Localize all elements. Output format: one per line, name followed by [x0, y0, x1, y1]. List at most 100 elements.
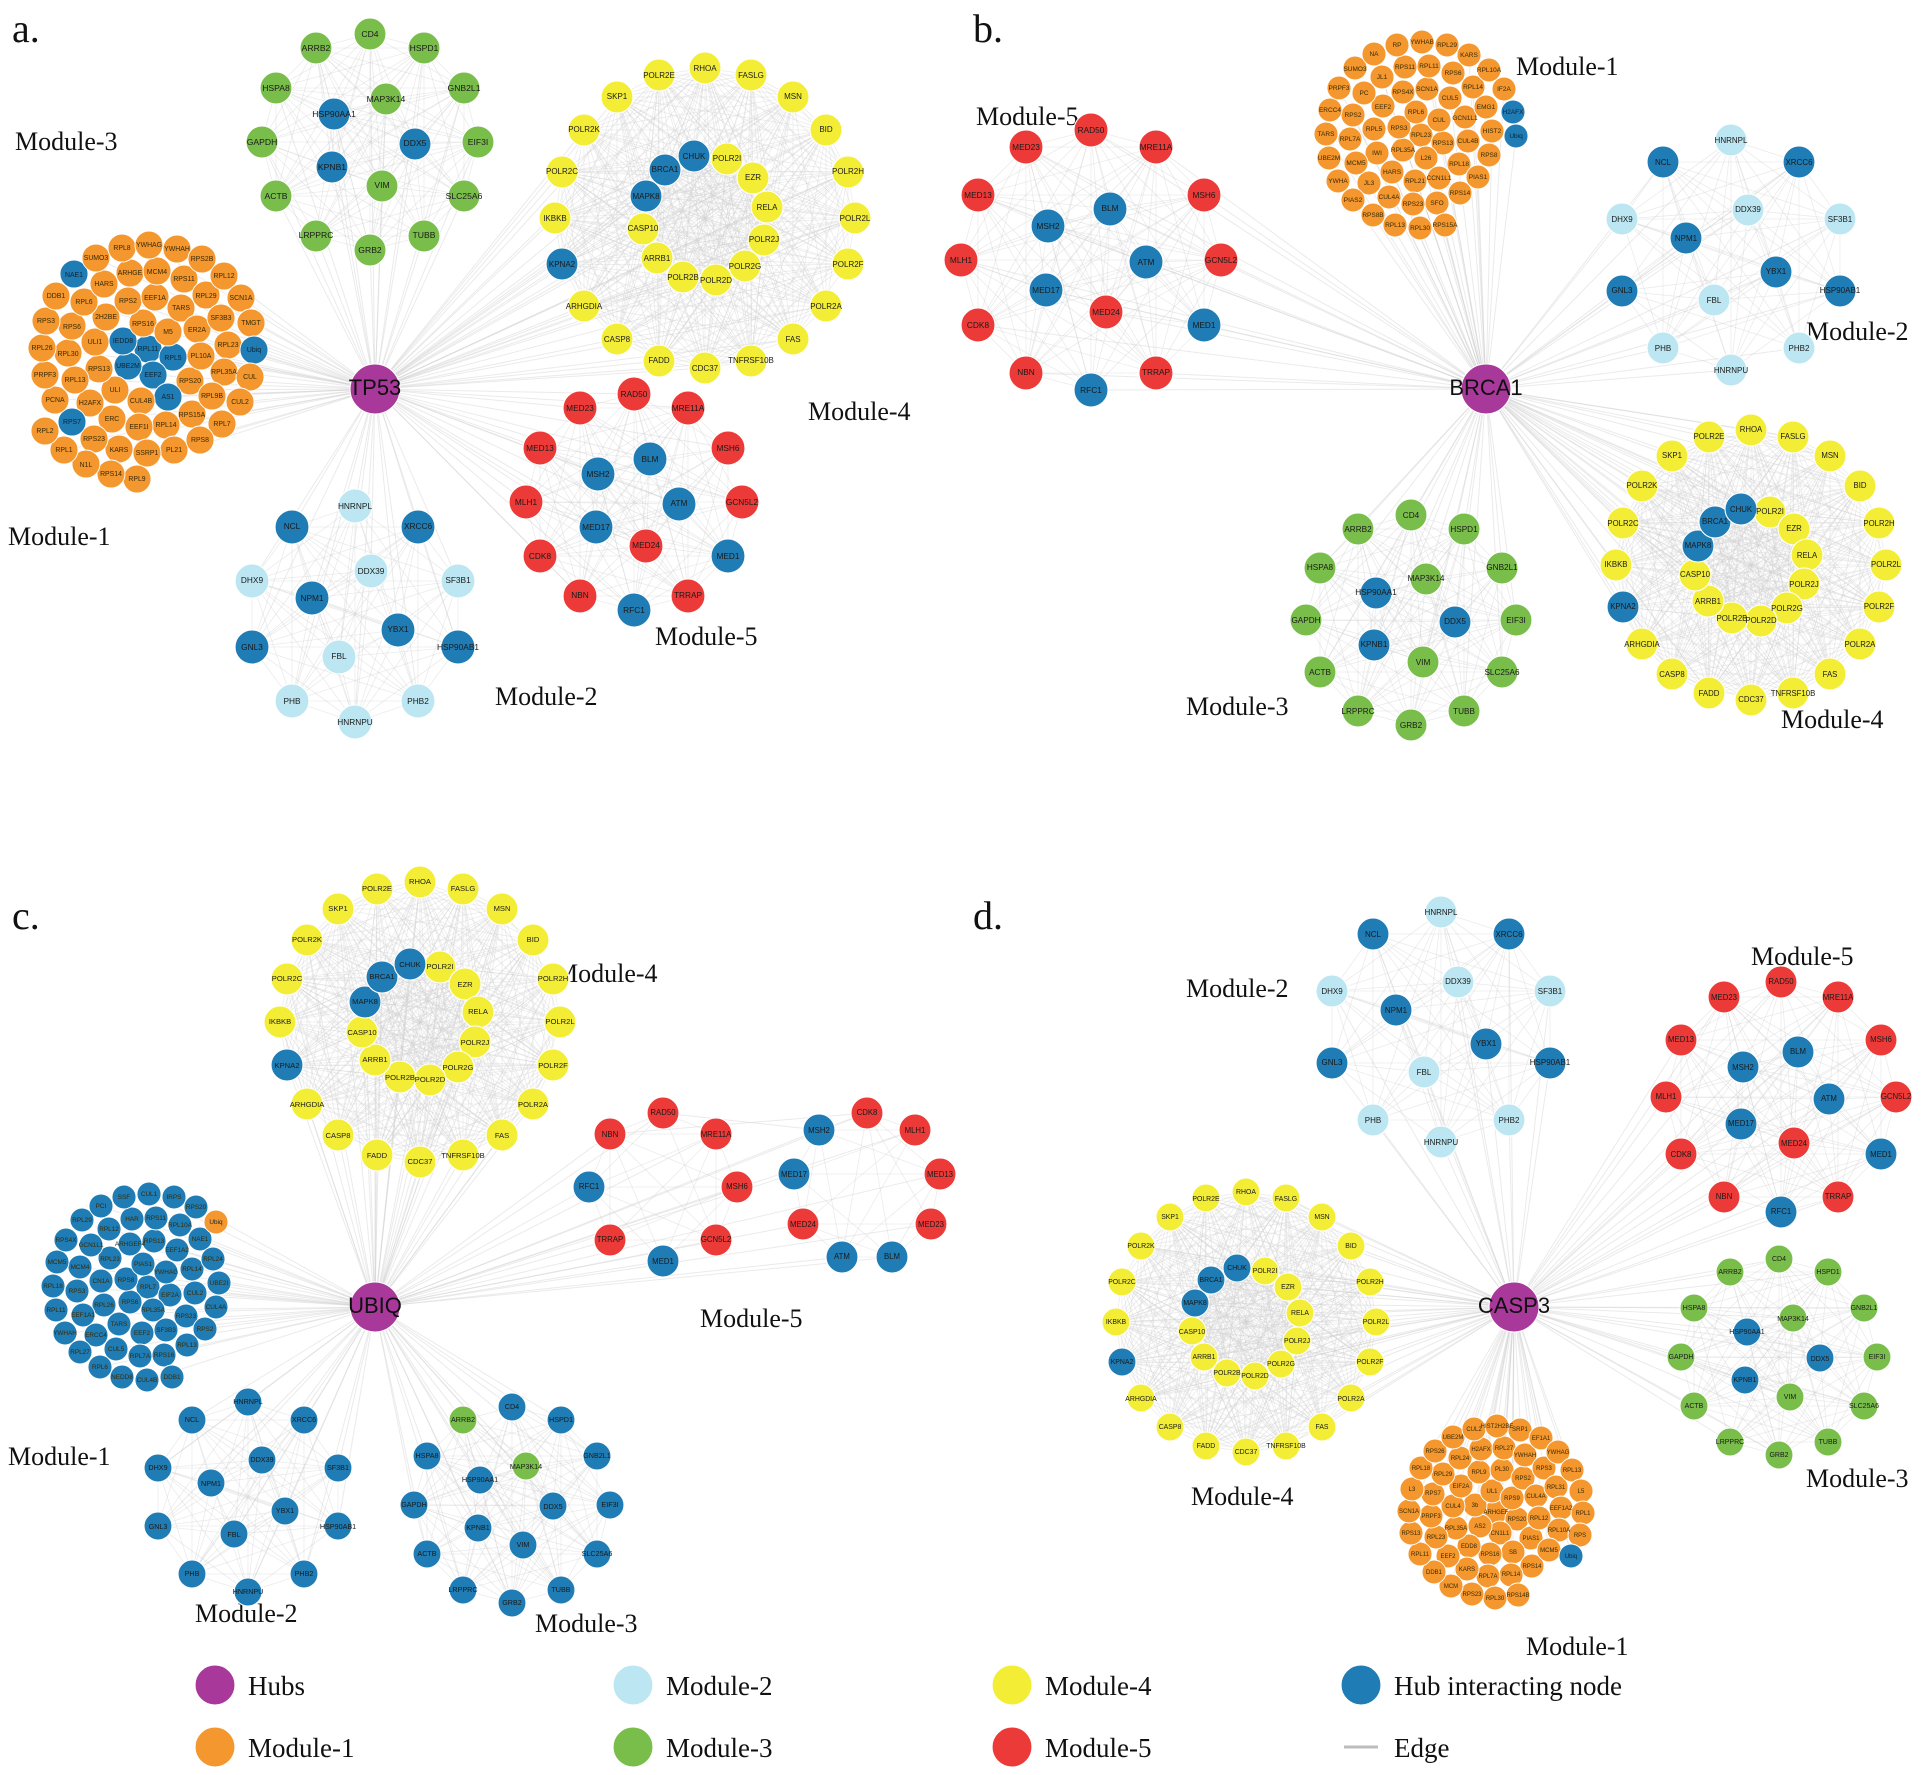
svg-text:RPL35A: RPL35A [141, 1307, 166, 1314]
svg-text:ERC: ERC [105, 416, 120, 423]
svg-text:Module-3: Module-3 [1806, 1464, 1909, 1493]
svg-text:2H2BE: 2H2BE [95, 314, 117, 321]
svg-text:SCN1A: SCN1A [230, 295, 253, 302]
svg-text:CN1L1: CN1L1 [1491, 1531, 1510, 1537]
svg-text:RPS16: RPS16 [132, 321, 154, 328]
svg-text:PHB: PHB [185, 1569, 200, 1578]
svg-text:RPS3: RPS3 [1536, 1466, 1552, 1472]
svg-text:GNL3: GNL3 [149, 1522, 168, 1531]
svg-text:ARHGE: ARHGE [118, 270, 143, 277]
svg-text:HNRNPU: HNRNPU [1714, 366, 1748, 375]
svg-text:RPS11: RPS11 [146, 1215, 166, 1222]
svg-text:POLR2I: POLR2I [1253, 1268, 1278, 1275]
svg-text:CDC37: CDC37 [408, 1157, 433, 1166]
svg-text:RPS20: RPS20 [186, 1204, 207, 1211]
svg-text:RPL24: RPL24 [1451, 1456, 1470, 1462]
svg-text:RFC1: RFC1 [1080, 385, 1102, 395]
svg-text:POLR2A: POLR2A [1845, 640, 1877, 649]
svg-text:SFO: SFO [1430, 200, 1443, 207]
svg-text:H2AFX: H2AFX [79, 400, 102, 407]
svg-text:DDX5: DDX5 [404, 138, 427, 148]
svg-text:EIF3I: EIF3I [1869, 1354, 1886, 1361]
svg-text:YWHAG: YWHAG [1547, 1450, 1570, 1456]
svg-text:Module-3: Module-3 [1186, 692, 1289, 721]
svg-text:RPL7A: RPL7A [130, 1353, 151, 1360]
svg-text:RPS16: RPS16 [154, 1352, 175, 1359]
svg-text:GAPDH: GAPDH [247, 137, 278, 147]
svg-text:MAPK8: MAPK8 [1685, 541, 1711, 550]
svg-text:MED1: MED1 [652, 1257, 674, 1266]
svg-text:RPL13: RPL13 [1385, 222, 1405, 229]
svg-text:CUL4B: CUL4B [130, 398, 153, 405]
svg-text:CDC37: CDC37 [1235, 1449, 1258, 1456]
svg-text:CDK8: CDK8 [857, 1108, 878, 1117]
svg-text:HSPD1: HSPD1 [1816, 1269, 1839, 1276]
svg-text:NBN: NBN [1716, 1192, 1732, 1201]
svg-text:Module-3: Module-3 [535, 1609, 638, 1638]
svg-text:MLH1: MLH1 [950, 255, 973, 265]
svg-text:PRPF3: PRPF3 [34, 372, 56, 379]
svg-text:Module-1: Module-1 [8, 1442, 111, 1471]
svg-text:RPS4X: RPS4X [1392, 89, 1414, 96]
svg-text:RPS: RPS [1574, 1533, 1586, 1539]
svg-text:RPS13: RPS13 [1433, 140, 1454, 147]
svg-text:SF3B1: SF3B1 [1828, 215, 1853, 224]
svg-text:CUL1: CUL1 [141, 1191, 158, 1198]
svg-text:RPL12: RPL12 [213, 273, 234, 280]
svg-text:RPL6: RPL6 [92, 1364, 108, 1371]
svg-text:HIST2: HIST2 [1483, 128, 1502, 135]
svg-text:CASP3: CASP3 [1478, 1293, 1550, 1318]
svg-text:EIF3I: EIF3I [1506, 616, 1526, 625]
svg-text:POLR2D: POLR2D [700, 276, 732, 285]
svg-text:MED24: MED24 [632, 540, 660, 550]
svg-text:c.: c. [12, 893, 40, 938]
svg-text:RPL14: RPL14 [1502, 1572, 1521, 1578]
svg-text:RPL10A: RPL10A [1477, 67, 1502, 74]
svg-text:PHB2: PHB2 [1789, 344, 1810, 353]
svg-text:RPL31: RPL31 [1547, 1485, 1566, 1491]
svg-text:RPS14: RPS14 [1450, 190, 1471, 197]
svg-text:SUMO3: SUMO3 [1343, 66, 1367, 73]
svg-text:L5: L5 [1578, 1489, 1585, 1495]
svg-text:RPS11: RPS11 [1395, 64, 1415, 71]
svg-text:NCL: NCL [1365, 930, 1382, 939]
svg-text:HSP90AA1: HSP90AA1 [1355, 588, 1397, 597]
svg-text:RPL35A: RPL35A [211, 369, 237, 376]
svg-text:LRPPRC: LRPPRC [299, 230, 334, 240]
svg-text:DDX39: DDX39 [250, 1455, 273, 1464]
svg-text:PHB2: PHB2 [295, 1569, 314, 1578]
svg-text:SKP1: SKP1 [328, 904, 347, 913]
svg-text:M5: M5 [163, 329, 173, 336]
svg-text:RPL1: RPL1 [1575, 1511, 1591, 1517]
svg-text:ACTB: ACTB [417, 1549, 436, 1558]
svg-text:RPS14: RPS14 [1522, 1564, 1542, 1570]
svg-text:CCN1L1: CCN1L1 [1427, 175, 1452, 182]
svg-text:RPS2B: RPS2B [191, 256, 214, 263]
svg-text:POLR2K: POLR2K [292, 935, 322, 944]
svg-text:RELA: RELA [1797, 551, 1818, 560]
svg-text:RPL30: RPL30 [1410, 225, 1430, 232]
svg-text:MED1: MED1 [1192, 320, 1215, 330]
svg-text:RPL11: RPL11 [1419, 63, 1439, 70]
svg-text:BID: BID [1345, 1243, 1357, 1250]
svg-text:KPNB1: KPNB1 [1361, 640, 1388, 649]
svg-text:DDX39: DDX39 [1445, 977, 1471, 986]
svg-text:RPL14: RPL14 [155, 422, 176, 429]
svg-text:MSH6: MSH6 [1870, 1035, 1892, 1044]
svg-text:PHB: PHB [1655, 344, 1671, 353]
svg-text:YWHAG: YWHAG [154, 1269, 178, 1276]
svg-text:POLR2K: POLR2K [1627, 481, 1659, 490]
svg-text:XRCC6: XRCC6 [292, 1415, 316, 1424]
svg-text:RPL9: RPL9 [128, 476, 145, 483]
svg-text:BRCA1: BRCA1 [652, 165, 679, 174]
svg-text:Module-4: Module-4 [1045, 1671, 1152, 1701]
svg-text:MSH6: MSH6 [726, 1182, 748, 1191]
svg-text:SKP1: SKP1 [1662, 451, 1682, 460]
svg-text:GNB2L1: GNB2L1 [1851, 1305, 1878, 1312]
svg-text:MSH2: MSH2 [1036, 221, 1059, 231]
svg-text:CDC37: CDC37 [1738, 695, 1764, 704]
svg-text:GNB2L1: GNB2L1 [1486, 563, 1518, 572]
svg-text:RPL9B: RPL9B [201, 393, 223, 400]
svg-text:RPL35A: RPL35A [1445, 1526, 1467, 1532]
svg-text:POLR2D: POLR2D [415, 1075, 446, 1084]
